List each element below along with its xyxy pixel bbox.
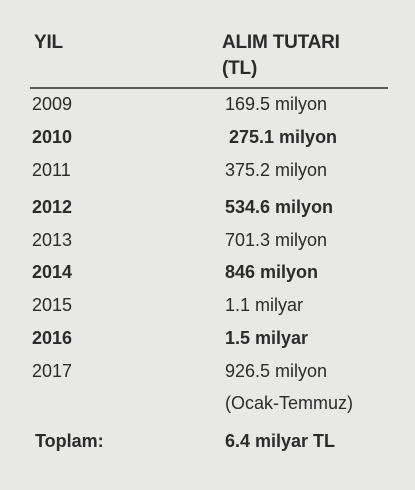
row-year: 2010	[32, 127, 73, 147]
row-amount: 534.6 milyon	[225, 197, 334, 217]
row-year: 2017	[32, 361, 73, 381]
row-amount: 375.2 milyon	[225, 160, 328, 180]
row-amount: 275.1 milyon	[229, 127, 338, 147]
row-year: 2016	[32, 328, 73, 348]
row-year: 2011	[32, 160, 71, 180]
column-header-amount-line2: (TL)	[222, 58, 258, 79]
row-amount: 701.3 milyon	[225, 230, 328, 250]
row-year: 2012	[32, 197, 73, 217]
total-value: 6.4 milyar TL	[225, 431, 336, 451]
row-amount: 1.5 milyar	[225, 328, 309, 348]
column-header-year: YIL	[34, 32, 63, 53]
header-divider	[30, 87, 388, 89]
row-amount: 926.5 milyon	[225, 361, 328, 381]
row-year: 2009	[32, 94, 73, 114]
row-amount: 1.1 milyar	[225, 295, 304, 315]
row-amount: 169.5 milyon	[225, 94, 328, 114]
row-note: (Ocak-Temmuz)	[225, 393, 354, 413]
total-label: Toplam:	[35, 431, 104, 451]
row-year: 2013	[32, 230, 73, 250]
column-header-amount-line1: ALIM TUTARI	[222, 32, 340, 53]
row-amount: 846 milyon	[225, 262, 319, 282]
row-year: 2015	[32, 295, 73, 315]
row-year: 2014	[32, 262, 73, 282]
column-header-amount: ALIM TUTARI (TL)	[222, 30, 402, 82]
